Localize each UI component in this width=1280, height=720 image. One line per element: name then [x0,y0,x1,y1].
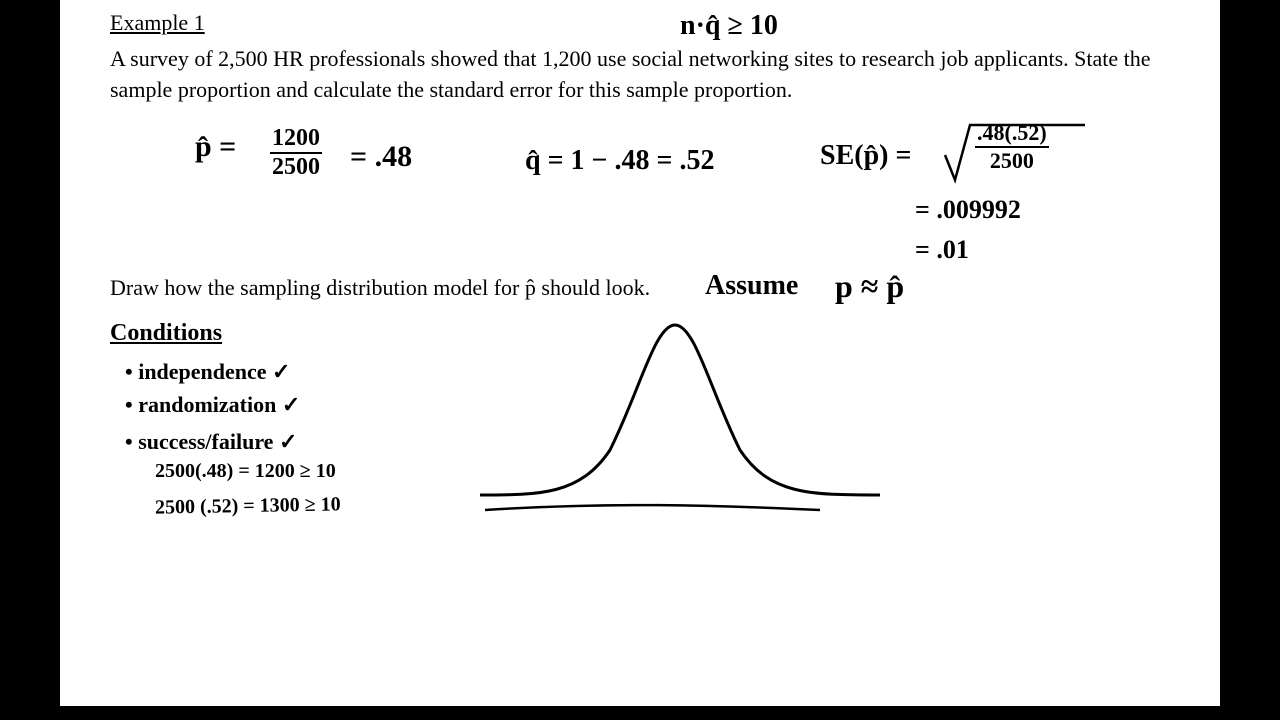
condition-3: • success/failure ✓ [125,429,297,455]
se-result1: = .009992 [915,195,1021,225]
se-den: 2500 [975,148,1049,174]
problem-text: A survey of 2,500 HR professionals showe… [110,44,1170,106]
bell-curve [460,310,890,530]
se-num: .48(.52) [975,120,1049,148]
phat-num: 1200 [270,125,322,154]
instruction-text: Draw how the sampling distribution model… [110,275,650,301]
approx-text: p ≈ p̂ [835,268,904,305]
phat-lhs: p̂ = [195,130,236,164]
phat-result: = .48 [350,140,412,174]
conditions-title: Conditions [110,320,222,347]
assume-text: Assume [705,270,798,302]
phat-den: 2500 [270,154,322,181]
phat-fraction: 1200 2500 [270,125,322,181]
condition-1: • independence ✓ [125,359,290,385]
se-fraction: .48(.52) 2500 [975,120,1049,174]
example-title: Example 1 [110,10,1170,36]
qhat-calc: q̂ = 1 − .48 = .52 [525,145,714,177]
condition-3b: 2500 (.52) = 1300 ≥ 10 [155,493,341,519]
se-lhs: SE(p̂) = [820,140,911,172]
se-result2: = .01 [915,235,969,265]
condition-2: • randomization ✓ [125,392,300,418]
condition-3a: 2500(.48) = 1200 ≥ 10 [155,460,336,483]
top-condition: n·q̂ ≥ 10 [680,10,778,42]
